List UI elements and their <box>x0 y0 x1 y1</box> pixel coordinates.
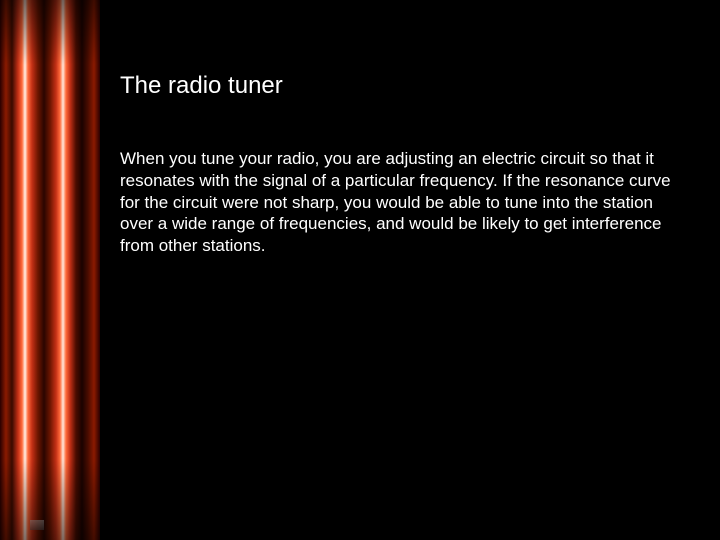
curtain-decoration <box>0 0 100 540</box>
corner-mark <box>30 520 44 530</box>
slide-body: When you tune your radio, you are adjust… <box>120 148 680 257</box>
slide-content: The radio tuner When you tune your radio… <box>120 72 680 257</box>
slide-title: The radio tuner <box>120 72 680 100</box>
